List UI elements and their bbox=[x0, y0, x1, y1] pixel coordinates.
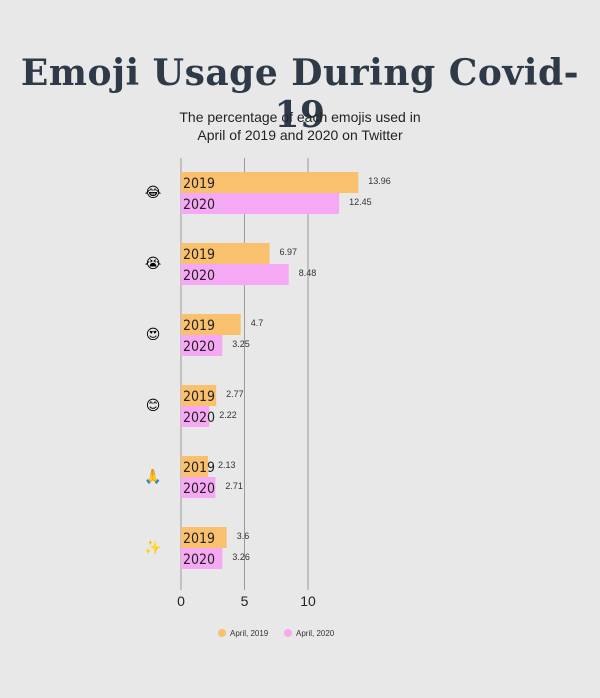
bar-series-label: 2020 bbox=[183, 268, 215, 284]
bar-series-label: 2020 bbox=[183, 552, 215, 568]
data-label: 2.13 bbox=[218, 460, 236, 470]
data-label: 12.45 bbox=[349, 197, 372, 207]
chart-title: Emoji Usage During Covid-19 bbox=[20, 52, 580, 136]
legend-marker bbox=[284, 629, 292, 637]
bar-2019-5 bbox=[181, 527, 227, 548]
data-label: 2.77 bbox=[226, 389, 244, 399]
x-tick-label: 5 bbox=[241, 593, 249, 609]
bar-series-label: 2019 bbox=[183, 247, 215, 263]
legend-label: April, 2020 bbox=[296, 629, 335, 638]
category-label: 🙏 bbox=[144, 468, 161, 485]
bar-2019-0 bbox=[181, 172, 359, 193]
data-label: 3.26 bbox=[232, 552, 250, 562]
bar-2020-1 bbox=[181, 264, 289, 285]
category-label: 😭 bbox=[145, 256, 161, 272]
bar-2020-0 bbox=[181, 193, 340, 214]
bar-2020-3 bbox=[181, 406, 210, 427]
subtitle-line-1: The percentage of each emojis used in bbox=[179, 109, 421, 125]
bar-series-label: 2020 bbox=[183, 410, 215, 426]
legend-marker bbox=[218, 629, 226, 637]
bar-2020-4 bbox=[181, 477, 216, 498]
bar-series-label: 2020 bbox=[183, 197, 215, 213]
data-label: 8.48 bbox=[299, 268, 317, 278]
data-label: 4.7 bbox=[251, 318, 264, 328]
data-label: 13.96 bbox=[368, 176, 391, 186]
category-label: 😍 bbox=[146, 327, 161, 343]
category-label: 😂 bbox=[145, 185, 161, 201]
chart-subtitle: The percentage of each emojis used in Ap… bbox=[150, 108, 450, 144]
subtitle-line-2: April of 2019 and 2020 on Twitter bbox=[197, 127, 403, 143]
bar-2020-2 bbox=[181, 335, 223, 356]
bar-series-label: 2020 bbox=[183, 339, 215, 355]
category-label: ✨ bbox=[144, 539, 161, 556]
category-label: 😊 bbox=[146, 398, 161, 414]
bar-2019-3 bbox=[181, 385, 217, 406]
bar-series-label: 2019 bbox=[183, 531, 215, 547]
data-label: 6.97 bbox=[280, 247, 298, 257]
bar-2019-4 bbox=[181, 456, 209, 477]
data-label: 2.22 bbox=[219, 410, 237, 420]
x-tick-label: 0 bbox=[177, 593, 185, 609]
bar-series-label: 2019 bbox=[183, 176, 215, 192]
bar-2019-2 bbox=[181, 314, 241, 335]
bar-series-label: 2019 bbox=[183, 460, 215, 476]
data-label: 3.25 bbox=[232, 339, 250, 349]
data-label: 3.6 bbox=[237, 531, 250, 541]
x-tick-label: 10 bbox=[300, 593, 316, 609]
bar-2020-5 bbox=[181, 548, 223, 569]
data-label: 2.71 bbox=[225, 481, 243, 491]
bar-2019-1 bbox=[181, 243, 270, 264]
bar-series-label: 2019 bbox=[183, 389, 215, 405]
legend-label: April, 2019 bbox=[230, 629, 269, 638]
bar-series-label: 2019 bbox=[183, 318, 215, 334]
bar-series-label: 2020 bbox=[183, 481, 215, 497]
